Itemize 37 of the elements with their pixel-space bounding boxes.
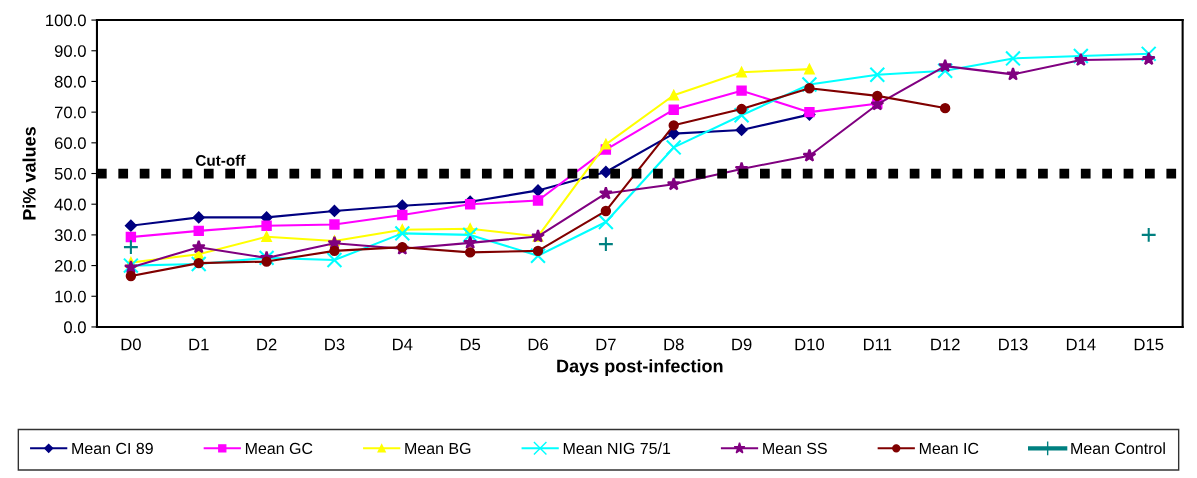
y-tick-label: 30.0 xyxy=(54,229,86,242)
legend-label: Mean Control xyxy=(1071,442,1165,455)
legend-label: Mean NIG 75/1 xyxy=(563,442,671,455)
x-axis-title: Days post-infection xyxy=(557,359,723,376)
x-tick-label: D12 xyxy=(931,338,960,351)
x-tick-label: D9 xyxy=(732,338,752,351)
y-tick-label: 10.0 xyxy=(55,290,86,303)
x-tick-label: D8 xyxy=(664,338,684,351)
y-tick-label: 70.0 xyxy=(54,106,86,119)
y-axis-title: Pi% values xyxy=(22,127,36,220)
x-tick-label: D6 xyxy=(528,338,548,351)
y-tick-label: 60.0 xyxy=(54,137,86,150)
x-tick-label: D2 xyxy=(257,338,277,351)
legend-label: Mean SS xyxy=(763,442,827,455)
x-tick-label: D7 xyxy=(596,338,616,351)
y-tick-label: 90.0 xyxy=(54,45,86,57)
y-tick-label: 80.0 xyxy=(54,75,86,88)
legend-label: Mean BG xyxy=(405,442,471,455)
x-tick-label: D3 xyxy=(325,338,345,351)
y-tick-label: 40.0 xyxy=(54,198,86,211)
x-tick-label: D0 xyxy=(121,338,141,351)
x-tick-label: D1 xyxy=(189,338,209,351)
ref-line-label: Cut-off xyxy=(195,154,246,166)
x-tick-label: D10 xyxy=(795,338,825,351)
y-tick-label: 0.0 xyxy=(64,321,86,334)
x-tick-label: D14 xyxy=(1066,338,1096,351)
y-tick-label: 100.0 xyxy=(46,14,86,27)
x-tick-label: D4 xyxy=(393,338,413,351)
legend-label: Mean IC xyxy=(919,442,979,455)
legend-label: Mean GC xyxy=(245,442,313,455)
x-tick-label: D5 xyxy=(460,338,481,351)
legend-label: Mean CI 89 xyxy=(72,442,153,455)
x-tick-label: D11 xyxy=(863,338,892,351)
x-tick-label: D15 xyxy=(1134,338,1164,351)
x-tick-label: D13 xyxy=(999,338,1028,351)
y-tick-label: 20.0 xyxy=(54,259,86,272)
y-tick-label: 50.0 xyxy=(54,167,86,180)
